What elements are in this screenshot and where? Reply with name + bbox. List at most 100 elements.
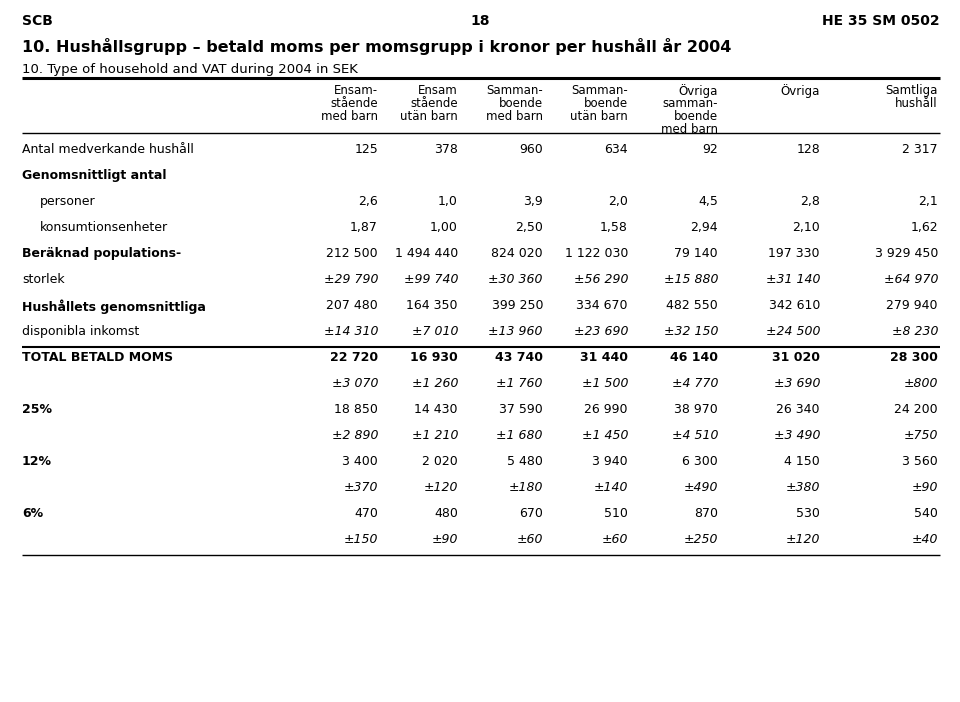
Text: ±31 140: ±31 140 xyxy=(765,273,820,286)
Text: 26 990: 26 990 xyxy=(585,403,628,416)
Text: med barn: med barn xyxy=(661,123,718,136)
Text: ±800: ±800 xyxy=(903,377,938,390)
Text: 125: 125 xyxy=(354,143,378,156)
Text: ±370: ±370 xyxy=(344,481,378,494)
Text: ±180: ±180 xyxy=(509,481,543,494)
Text: boende: boende xyxy=(499,97,543,110)
Text: 3 560: 3 560 xyxy=(902,455,938,468)
Text: 1,87: 1,87 xyxy=(350,221,378,234)
Text: ±1 450: ±1 450 xyxy=(582,429,628,442)
Text: med barn: med barn xyxy=(486,110,543,123)
Text: 16 930: 16 930 xyxy=(410,351,458,364)
Text: 540: 540 xyxy=(914,507,938,520)
Text: 2 020: 2 020 xyxy=(422,455,458,468)
Text: 5 480: 5 480 xyxy=(507,455,543,468)
Text: 482 550: 482 550 xyxy=(666,299,718,312)
Text: utän barn: utän barn xyxy=(400,110,458,123)
Text: ±23 690: ±23 690 xyxy=(573,325,628,338)
Text: ±1 680: ±1 680 xyxy=(496,429,543,442)
Text: samman-: samman- xyxy=(662,97,718,110)
Text: 1,58: 1,58 xyxy=(600,221,628,234)
Text: ±750: ±750 xyxy=(903,429,938,442)
Text: ±3 490: ±3 490 xyxy=(774,429,820,442)
Text: ±120: ±120 xyxy=(785,533,820,546)
Text: 870: 870 xyxy=(694,507,718,520)
Text: 960: 960 xyxy=(519,143,543,156)
Text: Hushållets genomsnittliga: Hushållets genomsnittliga xyxy=(22,299,205,314)
Text: 24 200: 24 200 xyxy=(895,403,938,416)
Text: ±90: ±90 xyxy=(911,481,938,494)
Text: HE 35 SM 0502: HE 35 SM 0502 xyxy=(823,14,940,28)
Text: disponibla inkomst: disponibla inkomst xyxy=(22,325,139,338)
Text: 31 440: 31 440 xyxy=(580,351,628,364)
Text: ±7 010: ±7 010 xyxy=(412,325,458,338)
Text: 530: 530 xyxy=(796,507,820,520)
Text: 22 720: 22 720 xyxy=(330,351,378,364)
Text: 2,94: 2,94 xyxy=(690,221,718,234)
Text: Antal medverkande hushåll: Antal medverkande hushåll xyxy=(22,143,194,156)
Text: 6%: 6% xyxy=(22,507,43,520)
Text: 510: 510 xyxy=(604,507,628,520)
Text: ±30 360: ±30 360 xyxy=(489,273,543,286)
Text: 31 020: 31 020 xyxy=(772,351,820,364)
Text: 14 430: 14 430 xyxy=(415,403,458,416)
Text: ±120: ±120 xyxy=(423,481,458,494)
Text: 197 330: 197 330 xyxy=(769,247,820,260)
Text: SCB: SCB xyxy=(22,14,53,28)
Text: TOTAL BETALD MOMS: TOTAL BETALD MOMS xyxy=(22,351,173,364)
Text: 164 350: 164 350 xyxy=(406,299,458,312)
Text: ±8 230: ±8 230 xyxy=(892,325,938,338)
Text: 79 140: 79 140 xyxy=(674,247,718,260)
Text: 18: 18 xyxy=(470,14,490,28)
Text: Övriga: Övriga xyxy=(679,84,718,98)
Text: 25%: 25% xyxy=(22,403,52,416)
Text: 2,1: 2,1 xyxy=(919,195,938,208)
Text: 4 150: 4 150 xyxy=(784,455,820,468)
Text: 2,6: 2,6 xyxy=(358,195,378,208)
Text: personer: personer xyxy=(40,195,96,208)
Text: 3 400: 3 400 xyxy=(343,455,378,468)
Text: Beräknad populations-: Beräknad populations- xyxy=(22,247,181,260)
Text: 207 480: 207 480 xyxy=(326,299,378,312)
Text: 1 494 440: 1 494 440 xyxy=(395,247,458,260)
Text: Ensam: Ensam xyxy=(419,84,458,97)
Text: Samtliga: Samtliga xyxy=(886,84,938,97)
Text: 46 140: 46 140 xyxy=(670,351,718,364)
Text: 2,0: 2,0 xyxy=(608,195,628,208)
Text: ±4 510: ±4 510 xyxy=(671,429,718,442)
Text: ±29 790: ±29 790 xyxy=(324,273,378,286)
Text: ±140: ±140 xyxy=(593,481,628,494)
Text: 3 940: 3 940 xyxy=(592,455,628,468)
Text: ±24 500: ±24 500 xyxy=(765,325,820,338)
Text: ±60: ±60 xyxy=(602,533,628,546)
Text: 128: 128 xyxy=(796,143,820,156)
Text: ±4 770: ±4 770 xyxy=(671,377,718,390)
Text: 279 940: 279 940 xyxy=(886,299,938,312)
Text: ±32 150: ±32 150 xyxy=(663,325,718,338)
Text: 1,0: 1,0 xyxy=(438,195,458,208)
Text: 43 740: 43 740 xyxy=(495,351,543,364)
Text: ±1 210: ±1 210 xyxy=(412,429,458,442)
Text: Samman-: Samman- xyxy=(487,84,543,97)
Text: 10. Hushållsgrupp – betald moms per momsgrupp i kronor per hushåll år 2004: 10. Hushållsgrupp – betald moms per moms… xyxy=(22,38,732,55)
Text: ±40: ±40 xyxy=(911,533,938,546)
Text: utän barn: utän barn xyxy=(570,110,628,123)
Text: ±380: ±380 xyxy=(785,481,820,494)
Text: ±150: ±150 xyxy=(344,533,378,546)
Text: ±90: ±90 xyxy=(431,533,458,546)
Text: 334 670: 334 670 xyxy=(577,299,628,312)
Text: Genomsnittligt antal: Genomsnittligt antal xyxy=(22,169,166,182)
Text: 470: 470 xyxy=(354,507,378,520)
Text: med barn: med barn xyxy=(321,110,378,123)
Text: ±1 760: ±1 760 xyxy=(496,377,543,390)
Text: 2,50: 2,50 xyxy=(516,221,543,234)
Text: 399 250: 399 250 xyxy=(492,299,543,312)
Text: ±3 690: ±3 690 xyxy=(774,377,820,390)
Text: 12%: 12% xyxy=(22,455,52,468)
Text: ±2 890: ±2 890 xyxy=(331,429,378,442)
Text: boende: boende xyxy=(674,110,718,123)
Text: 1 122 030: 1 122 030 xyxy=(564,247,628,260)
Text: boende: boende xyxy=(584,97,628,110)
Text: 2,8: 2,8 xyxy=(800,195,820,208)
Text: 2 317: 2 317 xyxy=(902,143,938,156)
